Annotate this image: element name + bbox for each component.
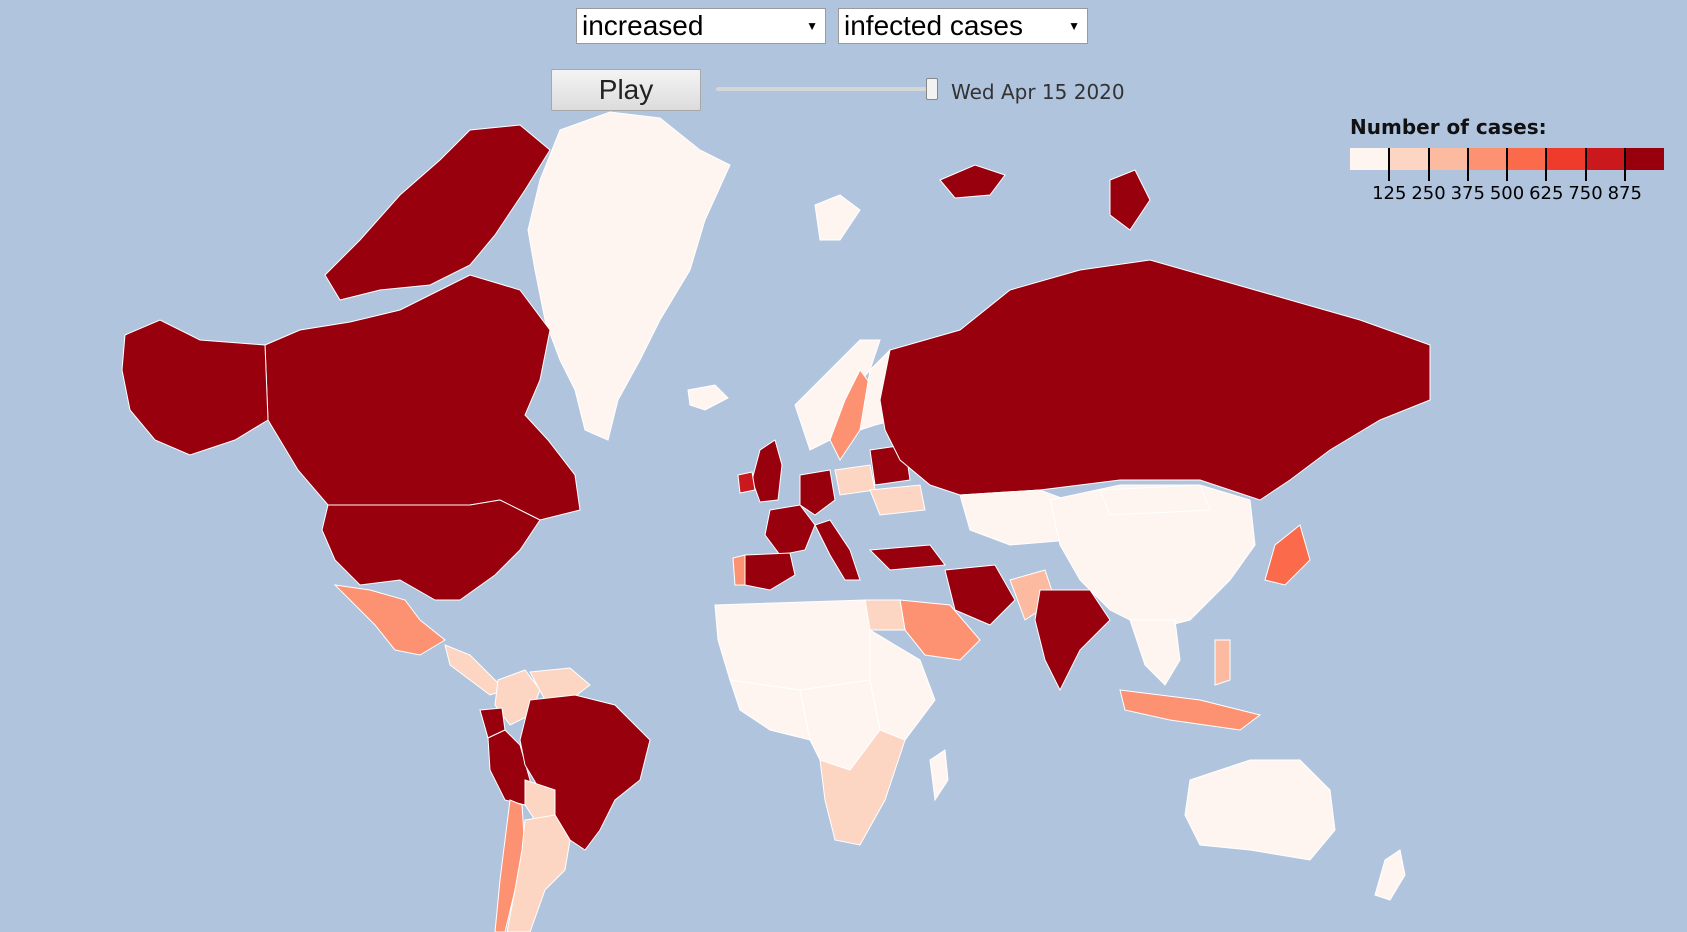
country-ukraine[interactable] — [869, 484, 926, 516]
legend: Number of cases: — [1350, 115, 1670, 215]
country-turkey[interactable] — [868, 544, 946, 571]
country-italy[interactable] — [814, 519, 861, 581]
legend-tick — [1584, 148, 1587, 181]
legend-tick — [1506, 148, 1508, 181]
date-slider-thumb[interactable] — [926, 78, 938, 100]
country-mongolia[interactable] — [1099, 484, 1211, 516]
legend-swatch — [1428, 148, 1468, 170]
country-germany[interactable] — [799, 469, 836, 516]
legend-swatch — [1585, 148, 1625, 170]
country-alaska[interactable] — [121, 319, 269, 456]
country-madagascar[interactable] — [929, 749, 949, 802]
legend-swatch — [1507, 148, 1547, 170]
legend-color-bar — [1350, 148, 1664, 170]
country-venezuela[interactable] — [529, 667, 591, 701]
legend-tick — [1388, 148, 1391, 181]
country-iran[interactable] — [944, 564, 1016, 626]
legend-swatch — [1467, 148, 1507, 170]
legend-tick — [1466, 148, 1469, 181]
chevron-down-icon: ▼ — [1068, 19, 1080, 33]
country-united-kingdom[interactable] — [751, 439, 783, 503]
metric-select-value: infected cases — [844, 10, 1023, 41]
country-poland[interactable] — [834, 464, 876, 496]
country-russia[interactable] — [879, 259, 1431, 501]
metric-select[interactable]: infected cases ▼ — [838, 8, 1088, 44]
legend-tick-label: 625 — [1529, 183, 1564, 204]
legend-tick-label: 375 — [1450, 183, 1485, 204]
country-argentina[interactable] — [506, 814, 571, 932]
legend-swatch — [1624, 148, 1664, 170]
legend-swatch — [1389, 148, 1429, 170]
country-indonesia[interactable] — [1119, 689, 1262, 731]
legend-tick-label: 875 — [1607, 183, 1642, 204]
country-canada[interactable] — [264, 124, 581, 521]
date-slider-track[interactable] — [716, 87, 932, 91]
country-philippines[interactable] — [1214, 639, 1231, 686]
country-svalbard[interactable] — [814, 194, 861, 241]
country-central-america[interactable] — [444, 644, 506, 696]
country-iceland[interactable] — [687, 384, 729, 411]
country-spain[interactable] — [744, 552, 796, 591]
mode-select[interactable]: increased ▼ — [576, 8, 826, 44]
legend-title: Number of cases: — [1350, 115, 1547, 139]
mode-select-value: increased — [582, 10, 704, 41]
country-chile[interactable] — [494, 799, 526, 932]
legend-tick — [1623, 148, 1626, 181]
country-greenland[interactable] — [527, 111, 731, 441]
legend-tick-label: 250 — [1411, 183, 1446, 204]
legend-swatch — [1350, 148, 1390, 170]
country-japan[interactable] — [1264, 524, 1311, 586]
country-southeast-asia[interactable] — [1129, 619, 1181, 686]
country-united-states[interactable] — [321, 499, 541, 601]
country-north-africa[interactable] — [714, 599, 871, 691]
legend-swatch — [1546, 148, 1586, 170]
legend-tick-label: 750 — [1568, 183, 1603, 204]
country-egypt[interactable] — [864, 599, 906, 631]
legend-tick — [1545, 148, 1548, 181]
country-south-africa[interactable] — [819, 729, 906, 846]
country-france[interactable] — [764, 504, 816, 556]
country-brazil[interactable] — [519, 694, 651, 851]
country-mexico[interactable] — [333, 584, 446, 656]
chevron-down-icon: ▼ — [806, 19, 818, 33]
legend-tick-label: 125 — [1372, 183, 1407, 204]
date-label: Wed Apr 15 2020 — [951, 80, 1125, 104]
country-china[interactable] — [1049, 484, 1256, 631]
legend-tick-label: 500 — [1489, 183, 1525, 204]
country-west-africa[interactable] — [729, 679, 811, 741]
country-ireland[interactable] — [737, 471, 756, 494]
country-portugal[interactable] — [732, 554, 746, 586]
legend-tick — [1427, 148, 1430, 181]
country-india[interactable] — [1034, 589, 1111, 692]
country-novaya-zemlya[interactable] — [1109, 169, 1151, 231]
country-franz-josef-land[interactable] — [939, 164, 1006, 199]
play-button[interactable]: Play — [551, 69, 701, 111]
country-new-zealand[interactable] — [1374, 849, 1406, 901]
country-australia[interactable] — [1184, 759, 1336, 861]
